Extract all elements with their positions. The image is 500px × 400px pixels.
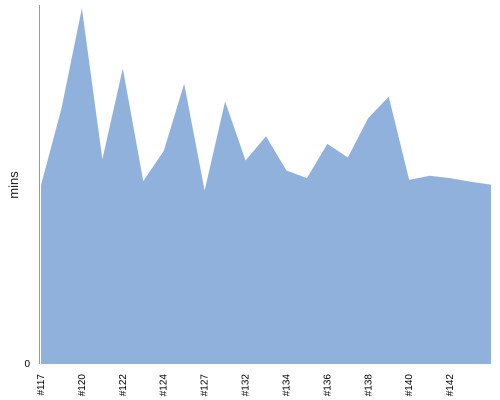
x-tick-labels: #117 #120 #122 #124 #127 #132 #134 #136 #138 #140…: [36, 374, 456, 397]
x-tick-label: #117: [36, 374, 47, 396]
y-tick-label-0: 0: [24, 359, 30, 370]
x-tick-label: #138: [363, 374, 374, 397]
x-tick-label: #136: [322, 374, 333, 397]
x-tick-label: #140: [404, 374, 415, 397]
x-tick-label: #132: [241, 374, 252, 397]
plot-area: [41, 8, 491, 364]
x-tick-label: #124: [159, 374, 170, 397]
y-axis-label: mins: [6, 171, 21, 199]
x-tick-label: #134: [281, 374, 292, 397]
area-series: [41, 8, 491, 364]
x-tick-label: #120: [77, 374, 88, 397]
x-tick-label: #127: [200, 374, 211, 397]
x-tick-label: #142: [445, 374, 456, 397]
x-tick-label: #122: [118, 374, 129, 397]
